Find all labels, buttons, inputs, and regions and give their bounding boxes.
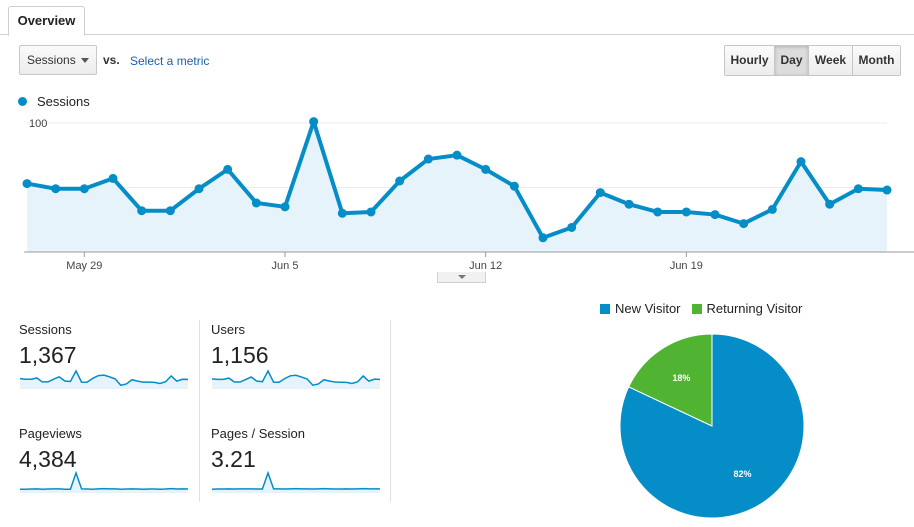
tile-value: 4,384 [19, 446, 77, 472]
sparkline-line [211, 369, 381, 387]
sparkline [19, 369, 189, 389]
data-point [309, 117, 319, 127]
pie-legend: New Visitor Returning Visitor [600, 301, 813, 316]
tab-overview[interactable]: Overview [8, 6, 85, 36]
tile-value: 1,156 [211, 342, 269, 368]
data-point [337, 208, 347, 218]
tile-label: Pages / Session [211, 426, 305, 441]
x-tick-label: Jun 12 [469, 260, 502, 272]
metric-select[interactable]: Sessions [19, 45, 97, 75]
data-point [882, 185, 892, 195]
sparkline-area [212, 371, 380, 389]
data-point [366, 207, 376, 217]
tile-label: Pageviews [19, 426, 82, 441]
sparkline-line [20, 471, 189, 490]
sparkline-line [19, 369, 189, 387]
data-point [681, 207, 691, 217]
data-point [79, 184, 89, 194]
data-point [165, 206, 175, 216]
sparkline [211, 471, 380, 493]
data-point [538, 233, 548, 243]
data-point [595, 188, 605, 198]
x-tick-label: Jun 19 [670, 260, 703, 272]
legend-swatch [600, 303, 610, 314]
tile-divider [390, 320, 391, 502]
data-point [194, 184, 204, 194]
sparkline-area [20, 371, 188, 389]
data-point [280, 202, 290, 212]
legend-label: New Visitor [615, 301, 681, 316]
legend-item-new-visitor[interactable]: New Visitor [600, 301, 681, 316]
pie-slice-label: 18% [672, 373, 690, 383]
granularity-buttons: Hourly Day Week Month [724, 45, 901, 76]
chevron-down-icon [458, 275, 466, 279]
data-point [51, 184, 61, 194]
report-tab-bar: Overview [0, 0, 914, 36]
sparkline [20, 471, 189, 493]
data-point [509, 181, 519, 191]
pie-slice-new-visitor [619, 333, 805, 519]
legend-item-returning-visitor[interactable]: Returning Visitor [691, 301, 803, 316]
series-color-dot [18, 97, 27, 106]
data-point [137, 206, 147, 216]
data-point [452, 150, 462, 160]
data-point [395, 176, 405, 186]
x-tick-label: Jun 5 [272, 260, 299, 272]
vs-label: vs. [103, 53, 120, 67]
data-point [710, 210, 720, 220]
data-point [22, 179, 32, 189]
data-point [796, 157, 806, 167]
data-point [739, 219, 749, 229]
chevron-down-icon [81, 58, 89, 63]
tile-sessions[interactable]: Sessions 1,367 [19, 322, 191, 392]
tile-divider [199, 320, 200, 502]
x-tick-label: May 29 [66, 260, 102, 272]
metric-select-value: Sessions [27, 53, 76, 67]
sparkline [211, 369, 381, 389]
day-button[interactable]: Day [775, 46, 809, 75]
tile-label: Sessions [19, 322, 72, 337]
legend-sessions-label: Sessions [37, 94, 90, 109]
sparkline-area [212, 473, 380, 493]
data-point [567, 222, 577, 232]
sparkline-area [20, 473, 188, 493]
data-point [767, 204, 777, 214]
tile-value: 1,367 [19, 342, 77, 368]
sparkline-line [211, 471, 380, 490]
legend-label: Returning Visitor [706, 301, 803, 316]
tile-label: Users [211, 322, 245, 337]
tile-value: 3.21 [211, 446, 256, 472]
chart-legend: Sessions [18, 94, 90, 109]
hourly-button[interactable]: Hourly [725, 46, 775, 75]
data-point [223, 164, 233, 174]
series-area [27, 121, 887, 252]
pie-slice-label: 82% [734, 469, 752, 479]
data-point [825, 199, 835, 209]
data-point [624, 199, 634, 209]
visitor-pie-chart: 82% 18% [619, 333, 805, 519]
tile-pageviews[interactable]: Pageviews 4,384 [19, 426, 191, 496]
chart-resize-handle[interactable] [437, 272, 486, 283]
data-point [423, 154, 433, 164]
pie-slice-returning-visitor [628, 333, 713, 427]
y-tick-label: 100 [29, 118, 47, 130]
data-point [481, 164, 491, 174]
tile-users[interactable]: Users 1,156 [211, 322, 383, 392]
tile-pages-per-session[interactable]: Pages / Session 3.21 [211, 426, 383, 496]
data-point [108, 173, 118, 183]
data-point [853, 184, 863, 194]
week-button[interactable]: Week [809, 46, 853, 75]
month-button[interactable]: Month [853, 46, 900, 75]
legend-swatch [691, 303, 702, 314]
select-metric-link[interactable]: Select a metric [130, 54, 210, 68]
data-point [251, 198, 261, 208]
data-point [653, 207, 663, 217]
